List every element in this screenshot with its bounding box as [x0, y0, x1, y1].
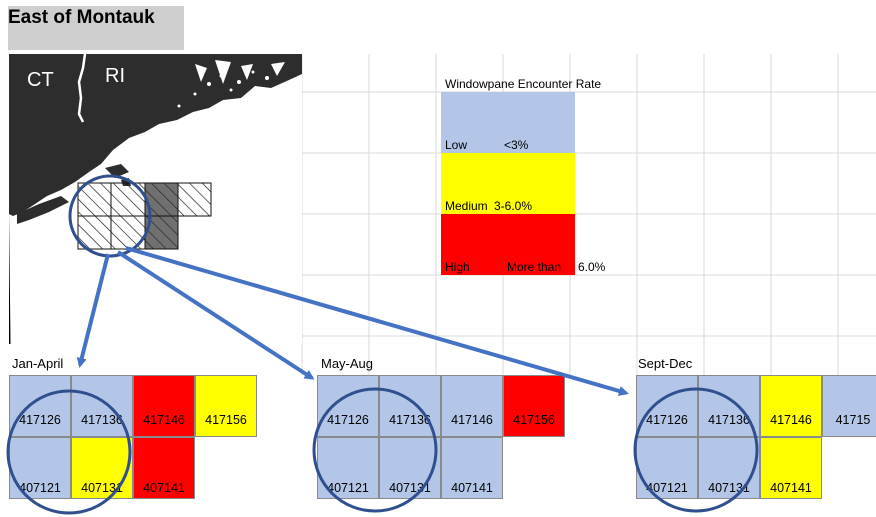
grid-cell-id: 407141 [143, 481, 185, 495]
grid-cell-id: 417136 [389, 413, 431, 427]
grid-cell: 407131 [71, 437, 133, 499]
grid-cell: 407141 [133, 437, 195, 499]
legend-level-high: High [445, 260, 470, 274]
grid-cell: 407121 [317, 437, 379, 499]
map-image: CT RI [5, 53, 302, 345]
grid-cell-id: 407121 [646, 481, 688, 495]
grid-cell: 407141 [760, 437, 822, 499]
page-title: East of Montauk [8, 7, 155, 28]
grid-cell: 417126 [636, 375, 698, 437]
legend-swatch-medium [441, 153, 575, 214]
grid-cell-id: 417146 [451, 413, 493, 427]
grid-cell: 407121 [636, 437, 698, 499]
legend-range-high: More than [507, 260, 562, 274]
grid-cell: 417126 [317, 375, 379, 437]
map-label-ri: RI [105, 65, 125, 87]
grid-cell-id: 407141 [770, 481, 812, 495]
grid-cell-id: 417126 [327, 413, 369, 427]
grid-cell: 417146 [760, 375, 822, 437]
grid-cell: 417146 [441, 375, 503, 437]
grid-cell-id: 407121 [327, 481, 369, 495]
legend-swatch-low [441, 92, 575, 153]
legend-range-low: <3% [504, 138, 529, 152]
map-label-ct: CT [27, 69, 54, 91]
grid-cell-id: 407121 [19, 481, 61, 495]
period-label-sept-dec: Sept-Dec [638, 356, 693, 371]
grid-cell-id: 407131 [81, 481, 123, 495]
title-cell [8, 6, 184, 50]
grid-cell: 407121 [9, 437, 71, 499]
grid-cell-id: 417136 [708, 413, 750, 427]
grid-cell: 41715 [822, 375, 876, 437]
grid-cell-id: 41715 [835, 413, 871, 427]
grid-cell-id: 407131 [708, 481, 750, 495]
legend-title: Windowpane Encounter Rate [445, 77, 602, 91]
grid-cell-id: 417126 [19, 413, 61, 427]
grid-cell-id: 417136 [81, 413, 123, 427]
grid-cell: 417136 [698, 375, 760, 437]
grid-cell-id: 407131 [389, 481, 431, 495]
grid-cell: 417126 [9, 375, 71, 437]
grid-cell-id: 417126 [646, 413, 688, 427]
grid-cell: 417146 [133, 375, 195, 437]
legend-level-low: Low [445, 138, 468, 152]
grid-cell: 417136 [71, 375, 133, 437]
legend-range-medium: 3-6.0% [494, 199, 533, 213]
grid-cell: 417156 [503, 375, 565, 437]
grid-cell-id: 417146 [770, 413, 812, 427]
grid-cell: 407131 [379, 437, 441, 499]
grid-cell-id: 407141 [451, 481, 493, 495]
grid-cell: 417156 [195, 375, 257, 437]
legend-range-high-suffix: 6.0% [578, 260, 606, 274]
grid-cell-id: 417156 [205, 413, 247, 427]
grid-cell-id: 417146 [143, 413, 185, 427]
grid-cell: 417136 [379, 375, 441, 437]
grid-cell: 407131 [698, 437, 760, 499]
grid-cell-id: 417156 [513, 413, 555, 427]
grid-cell: 407141 [441, 437, 503, 499]
period-label-may-aug: May-Aug [321, 356, 374, 371]
period-label-jan-april: Jan-April [12, 356, 64, 371]
legend-level-medium: Medium [445, 199, 488, 213]
